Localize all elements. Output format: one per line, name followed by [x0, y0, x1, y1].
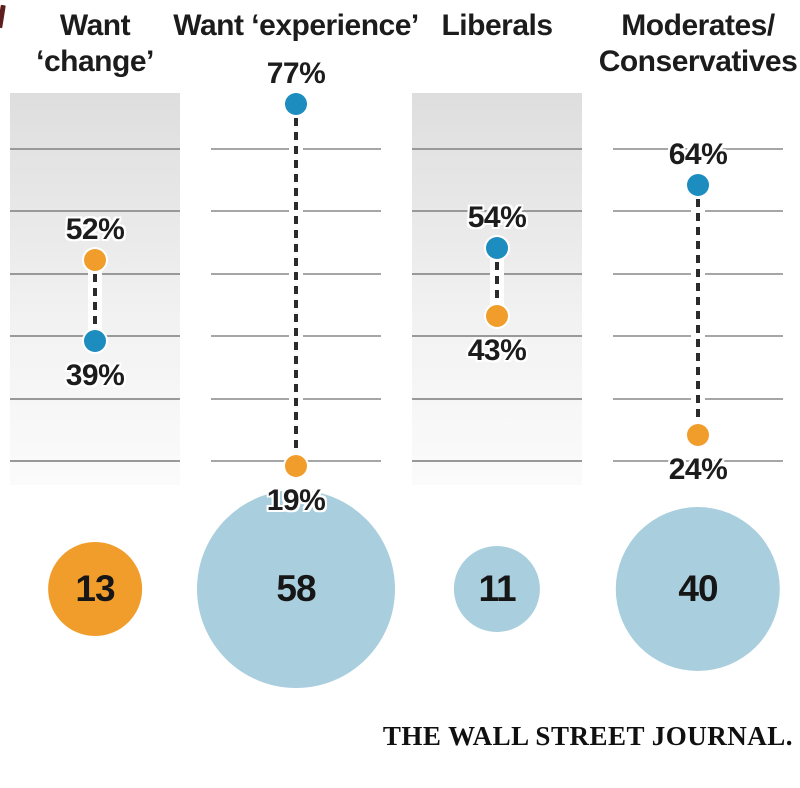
orange-dot: [84, 249, 106, 271]
high-value-label: 64%: [668, 138, 728, 171]
column-title-line2: Conservatives: [598, 45, 798, 78]
gridline: [412, 147, 582, 150]
gridline: [10, 210, 180, 212]
bubble-value: 13: [75, 567, 115, 609]
gridline: [10, 397, 180, 400]
high-value-label: 77%: [266, 56, 326, 90]
connector-line: [93, 260, 97, 342]
low-value-label: 24%: [668, 453, 728, 486]
gridline: [412, 397, 582, 400]
gridline: [10, 147, 180, 150]
gridline: [613, 460, 783, 462]
orange-dot: [486, 305, 508, 328]
column-title-line1: Want ‘experience’: [173, 9, 419, 42]
orange-dot: [285, 455, 307, 478]
connector-line: [294, 103, 298, 467]
size-bubble: 40: [615, 506, 781, 672]
bubble-value: 11: [478, 567, 516, 609]
plot-area: 54% 43%: [412, 93, 582, 485]
column-title-line1: Moderates/: [621, 9, 775, 42]
column-want-change: Want ‘change’ 52% 39% 13: [10, 0, 180, 788]
orange-dot: [687, 424, 709, 446]
connector-line: [696, 185, 700, 435]
connector-line: [495, 247, 499, 317]
low-value-label: 19%: [266, 484, 326, 518]
blue-dot: [486, 236, 508, 259]
size-bubble: 11: [453, 545, 541, 633]
column-want-experience: Want ‘experience’ 77% 19% 58: [173, 0, 419, 788]
high-value-label: 52%: [65, 213, 125, 246]
blue-dot: [285, 92, 307, 115]
bubble-value: 40: [678, 567, 718, 609]
plot-area: 64% 24%: [613, 93, 783, 486]
column-moderates-conservatives: Moderates/ Conservatives 64% 24% 40: [599, 0, 798, 788]
blue-dot: [84, 330, 106, 353]
bubble-value: 58: [276, 567, 316, 609]
column-liberals: Liberals 54% 43% 11: [412, 0, 582, 788]
gridline: [412, 460, 582, 462]
low-value-label: 43%: [467, 334, 527, 368]
column-title: Want ‘change’: [10, 8, 180, 80]
size-bubble: 13: [48, 542, 142, 636]
column-title: Moderates/ Conservatives: [599, 8, 798, 80]
low-value-label: 39%: [65, 359, 125, 393]
column-title: Liberals: [412, 8, 582, 44]
gridline: [412, 335, 582, 337]
plot-area: 77% 19%: [211, 57, 381, 517]
column-title-line1: Liberals: [441, 9, 553, 42]
gridline: [10, 460, 180, 462]
edge-artifact-mark: [0, 4, 6, 29]
column-title-line1: Want: [59, 9, 131, 42]
wsj-logo-text: THE WALL STREET JOURNAL.: [382, 721, 793, 751]
gridline: [412, 210, 582, 212]
size-bubble: 58: [197, 489, 395, 688]
high-value-label: 54%: [467, 200, 527, 234]
plot-area: 52% 39%: [10, 93, 180, 485]
gridline: [613, 147, 783, 150]
column-title-line2: ‘change’: [36, 45, 154, 78]
column-title: Want ‘experience’: [173, 8, 419, 44]
blue-dot: [687, 174, 709, 196]
